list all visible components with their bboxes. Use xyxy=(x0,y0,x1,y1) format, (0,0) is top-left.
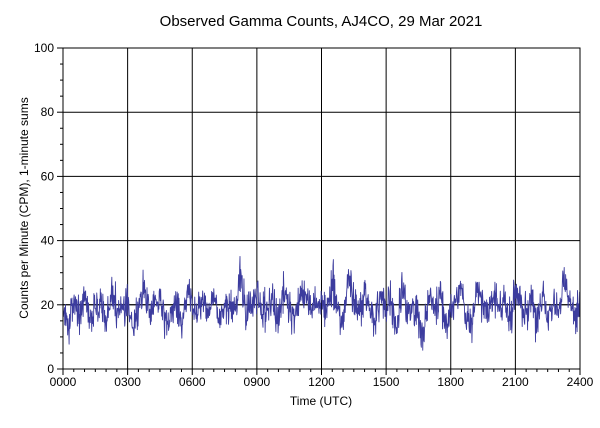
chart-title: Observed Gamma Counts, AJ4CO, 29 Mar 202… xyxy=(160,13,483,30)
series-group xyxy=(62,256,581,351)
y-tick-label: 80 xyxy=(41,105,55,119)
series-line-cpm xyxy=(62,256,581,351)
x-axis-label: Time (UTC) xyxy=(290,394,352,408)
y-tick-label: 20 xyxy=(41,298,55,312)
y-tick-label: 0 xyxy=(47,362,54,376)
x-tick-label: 0900 xyxy=(244,375,271,389)
x-tick-label: 0600 xyxy=(179,375,206,389)
y-tick-label: 60 xyxy=(41,169,55,183)
grid-lines xyxy=(63,48,580,369)
x-tick-label: 1500 xyxy=(373,375,400,389)
x-tick-label: 0300 xyxy=(114,375,141,389)
x-tick-label: 2400 xyxy=(567,375,594,389)
plot-area xyxy=(62,47,581,370)
x-tick-label: 1800 xyxy=(437,375,464,389)
y-axis: 0 20 40 60 80 100 xyxy=(34,41,63,376)
y-axis-label: Counts per Minute (CPM), 1-minute sums xyxy=(17,97,31,318)
x-tick-label: 0000 xyxy=(50,375,77,389)
y-tick-label: 100 xyxy=(34,41,54,55)
x-tick-label: 2100 xyxy=(502,375,529,389)
y-tick-label: 40 xyxy=(41,234,55,248)
x-axis: 0000 0300 0600 0900 1200 1500 1800 2100 2400 xyxy=(50,369,594,389)
x-tick-label: 1200 xyxy=(308,375,335,389)
